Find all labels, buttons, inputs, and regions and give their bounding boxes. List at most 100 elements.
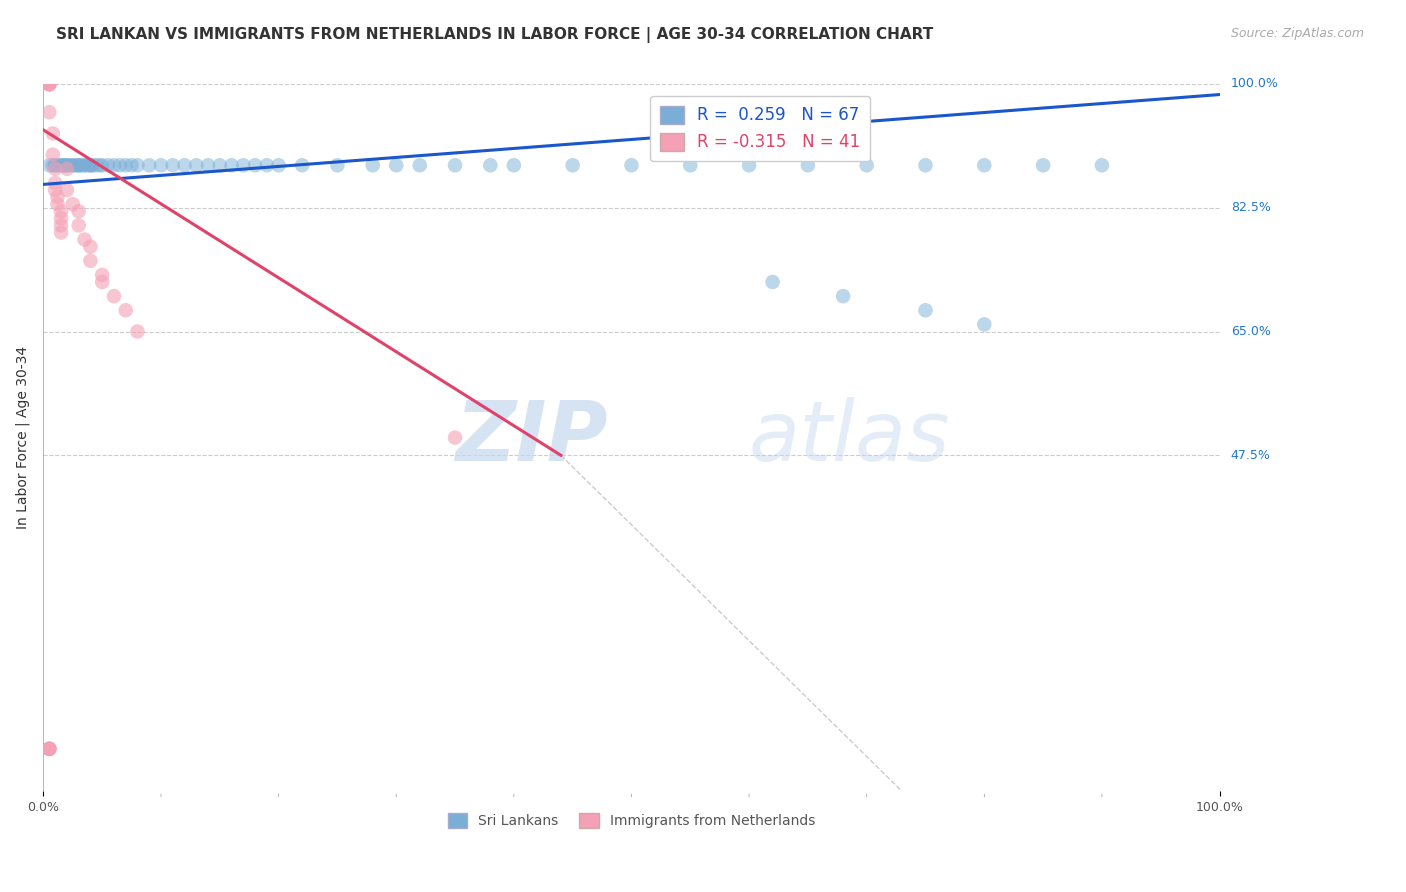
Point: [914, 303, 936, 318]
Point: [291, 158, 314, 172]
Point: [1091, 158, 1114, 172]
Point: [73, 158, 96, 172]
Point: [49, 204, 72, 219]
Point: [855, 158, 877, 172]
Point: [361, 158, 384, 172]
Point: [91, 275, 114, 289]
Text: atlas: atlas: [749, 397, 950, 478]
Point: [70, 158, 93, 172]
Point: [679, 158, 702, 172]
Point: [79, 253, 101, 268]
Point: [62, 158, 84, 172]
Point: [186, 158, 208, 172]
Point: [42, 147, 65, 161]
Point: [103, 158, 125, 172]
Point: [103, 289, 125, 303]
Point: [49, 219, 72, 233]
Point: [46, 197, 69, 211]
Point: [58, 158, 80, 172]
Point: [114, 303, 136, 318]
Point: [77, 158, 100, 172]
Point: [173, 158, 195, 172]
Point: [385, 158, 408, 172]
Point: [44, 158, 66, 172]
Point: [56, 158, 79, 172]
Point: [326, 158, 349, 172]
Point: [832, 289, 855, 303]
Point: [38, 77, 60, 91]
Point: [38, 741, 60, 756]
Point: [82, 158, 104, 172]
Point: [256, 158, 278, 172]
Point: [444, 158, 467, 172]
Point: [62, 197, 84, 211]
Point: [44, 161, 66, 176]
Point: [409, 158, 432, 172]
Point: [56, 158, 79, 172]
Point: [38, 105, 60, 120]
Point: [38, 77, 60, 91]
Point: [267, 158, 290, 172]
Point: [138, 158, 160, 172]
Point: [114, 158, 136, 172]
Point: [67, 158, 90, 172]
Legend: Sri Lankans, Immigrants from Netherlands: Sri Lankans, Immigrants from Netherlands: [441, 808, 821, 834]
Point: [150, 158, 173, 172]
Point: [38, 77, 60, 91]
Point: [561, 158, 583, 172]
Point: [56, 183, 79, 197]
Point: [38, 77, 60, 91]
Point: [38, 77, 60, 91]
Text: 100.0%: 100.0%: [1230, 78, 1278, 90]
Point: [67, 204, 90, 219]
Point: [42, 127, 65, 141]
Point: [42, 158, 65, 172]
Point: [38, 77, 60, 91]
Point: [38, 741, 60, 756]
Point: [49, 226, 72, 240]
Point: [89, 158, 111, 172]
Point: [73, 233, 96, 247]
Point: [197, 158, 219, 172]
Point: [797, 158, 820, 172]
Point: [86, 158, 108, 172]
Point: [38, 741, 60, 756]
Point: [56, 161, 79, 176]
Point: [62, 158, 84, 172]
Point: [46, 190, 69, 204]
Point: [49, 211, 72, 226]
Point: [738, 158, 761, 172]
Point: [914, 158, 936, 172]
Point: [67, 158, 90, 172]
Point: [91, 158, 114, 172]
Point: [38, 77, 60, 91]
Point: [65, 158, 87, 172]
Point: [97, 158, 120, 172]
Point: [38, 77, 60, 91]
Point: [479, 158, 502, 172]
Point: [38, 77, 60, 91]
Point: [121, 158, 143, 172]
Point: [162, 158, 184, 172]
Point: [67, 219, 90, 233]
Point: [444, 431, 467, 445]
Point: [762, 275, 785, 289]
Point: [973, 318, 995, 332]
Text: 47.5%: 47.5%: [1230, 449, 1271, 462]
Point: [232, 158, 254, 172]
Point: [44, 183, 66, 197]
Point: [38, 741, 60, 756]
Text: 82.5%: 82.5%: [1230, 202, 1271, 214]
Point: [1032, 158, 1054, 172]
Point: [52, 158, 75, 172]
Point: [243, 158, 266, 172]
Text: SRI LANKAN VS IMMIGRANTS FROM NETHERLANDS IN LABOR FORCE | AGE 30-34 CORRELATION: SRI LANKAN VS IMMIGRANTS FROM NETHERLAND…: [56, 27, 934, 43]
Point: [49, 158, 72, 172]
Point: [502, 158, 524, 172]
Point: [91, 268, 114, 282]
Point: [38, 77, 60, 91]
Point: [208, 158, 231, 172]
Text: 65.0%: 65.0%: [1230, 325, 1271, 338]
Point: [973, 158, 995, 172]
Point: [221, 158, 243, 172]
